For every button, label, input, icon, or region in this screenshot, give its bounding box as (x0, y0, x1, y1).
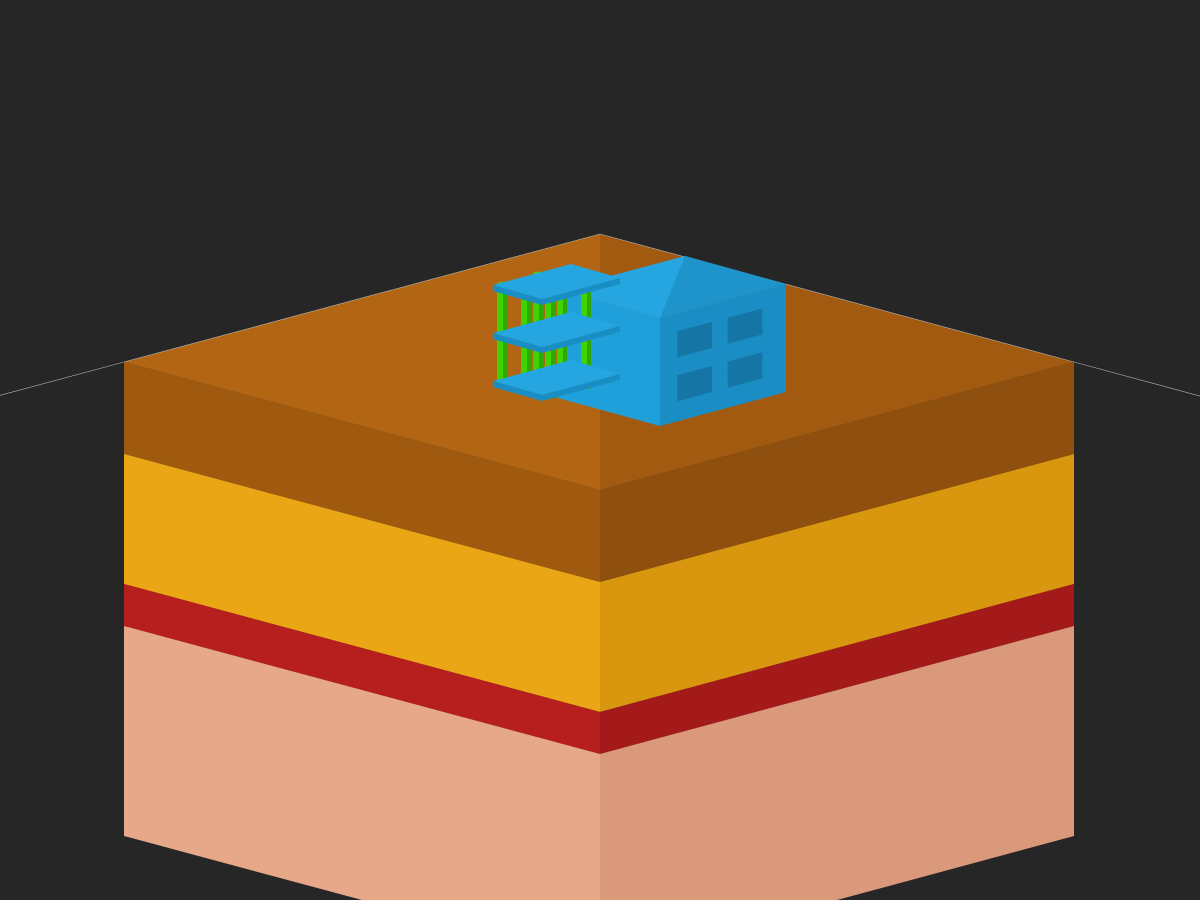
soil-structure-3d-diagram (0, 0, 1200, 900)
